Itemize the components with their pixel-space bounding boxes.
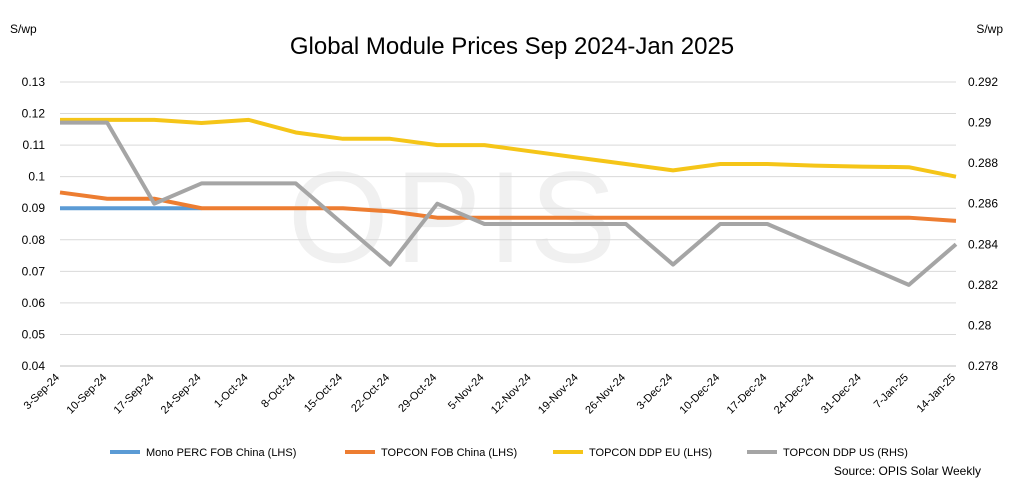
y-left-tick-label: 0.07 (22, 264, 46, 278)
y-left-tick-label: 0.08 (22, 233, 46, 247)
y-left-tick-label: 0.04 (22, 359, 46, 373)
x-tick-label: 24-Dec-24 (772, 372, 817, 417)
x-tick-label: 3-Sep-24 (22, 372, 62, 412)
x-tick-label: 22-Oct-24 (349, 372, 392, 415)
y-right-tick-label: 0.278 (968, 359, 998, 373)
plot-area (59, 117, 958, 287)
legend-label: Mono PERC FOB China (LHS) (146, 447, 296, 459)
y-left-unit: S/wp (10, 22, 37, 36)
x-tick-label: 19-Nov-24 (536, 372, 581, 417)
x-tick-label: 17-Sep-24 (112, 372, 157, 417)
x-tick-label: 8-Oct-24 (259, 372, 298, 411)
y-right-axis: 0.278 0.28 0.282 0.284 0.286 0.288 0.29 0.292 (968, 75, 998, 373)
x-tick-label: 1-Oct-24 (212, 372, 251, 411)
y-left-tick-label: 0.13 (22, 75, 46, 89)
y-right-tick-label: 0.284 (968, 237, 998, 251)
x-tick-label: 12-Nov-24 (489, 372, 534, 417)
x-tick-label: 10-Sep-24 (64, 372, 109, 417)
series-line-2 (60, 117, 957, 179)
source-note: Source: OPIS Solar Weekly (834, 464, 981, 478)
legend-label: TOPCON DDP US (RHS) (783, 447, 908, 459)
x-tick-label: 15-Oct-24 (302, 372, 345, 415)
y-left-tick-label: 0.09 (22, 201, 46, 215)
x-tick-label: 3-Dec-24 (635, 372, 675, 412)
y-right-tick-label: 0.282 (968, 278, 998, 292)
x-tick-label: 7-Jan-25 (872, 372, 911, 411)
gridlines (60, 81, 956, 367)
y-left-axis: 0.04 0.05 0.06 0.07 0.08 0.09 0.1 0.11 0.12 0.13 (22, 75, 46, 373)
legend: Mono PERC FOB China (LHS) TOPCON FOB Chin… (110, 447, 908, 459)
y-right-tick-label: 0.28 (968, 318, 992, 332)
x-axis: 3-Sep-24 10-Sep-24 17-Sep-24 24-Sep-24 1-Oct… (22, 365, 959, 417)
x-tick-label: 14-Jan-25 (915, 372, 959, 416)
y-left-tick-label: 0.06 (22, 296, 46, 310)
legend-label: TOPCON DDP EU (LHS) (589, 447, 712, 459)
x-tick-label: 24-Sep-24 (159, 372, 204, 417)
x-tick-label: 29-Oct-24 (396, 372, 439, 415)
x-tick-label: 26-Nov-24 (583, 372, 628, 417)
y-right-tick-label: 0.29 (968, 116, 992, 130)
x-tick-label: 10-Dec-24 (678, 372, 723, 417)
x-tick-label: 5-Nov-24 (446, 372, 486, 412)
x-tick-label: 17-Dec-24 (725, 372, 770, 417)
y-left-tick-label: 0.1 (28, 170, 45, 184)
y-left-tick-label: 0.11 (23, 138, 46, 152)
x-tick-label: 31-Dec-24 (819, 372, 864, 417)
series-line-1 (59, 190, 957, 223)
y-right-tick-label: 0.292 (968, 75, 998, 89)
y-left-tick-label: 0.05 (22, 327, 46, 341)
y-left-tick-label: 0.12 (22, 107, 46, 121)
y-right-unit: S/wp (976, 22, 1003, 36)
y-right-tick-label: 0.286 (968, 197, 998, 211)
legend-label: TOPCON FOB China (LHS) (381, 447, 517, 459)
series-line-3 (60, 120, 958, 287)
chart-title: Global Module Prices Sep 2024-Jan 2025 (290, 33, 734, 60)
y-right-tick-label: 0.288 (968, 156, 998, 170)
